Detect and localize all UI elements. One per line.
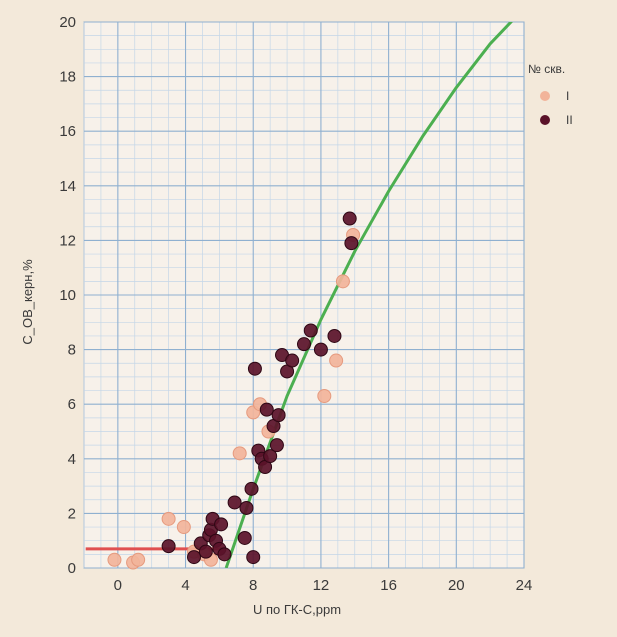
data-point-ii bbox=[259, 402, 274, 417]
data-point-ii bbox=[198, 544, 213, 559]
data-point-ii bbox=[247, 361, 262, 376]
y-axis-label: С_ОВ_керн,% bbox=[20, 259, 35, 345]
grid-major bbox=[84, 21, 525, 569]
data-point-ii bbox=[187, 550, 201, 565]
legend-marker-ii bbox=[540, 115, 550, 125]
data-point-ii bbox=[327, 328, 342, 343]
y-tick-label: 16 bbox=[59, 123, 76, 140]
x-tick-label: 4 bbox=[181, 577, 189, 594]
legend: № скв. I II bbox=[528, 62, 573, 127]
data-point-ii bbox=[303, 323, 318, 338]
y-tick-label: 18 bbox=[59, 69, 76, 86]
data-point-ii bbox=[239, 500, 254, 515]
data-point-ii bbox=[271, 408, 286, 423]
data-point-ii bbox=[313, 342, 328, 357]
data-point-ii bbox=[161, 539, 176, 554]
x-tick-label: 16 bbox=[380, 577, 397, 594]
x-tick-label: 20 bbox=[448, 577, 465, 594]
data-point-ii bbox=[217, 547, 232, 562]
data-point-i bbox=[107, 552, 122, 567]
data-point-ii bbox=[269, 438, 284, 453]
data-point-ii bbox=[285, 353, 300, 368]
data-point-i bbox=[317, 389, 332, 404]
y-tick-label: 12 bbox=[59, 232, 76, 249]
y-tick-label: 2 bbox=[68, 505, 76, 522]
data-point-ii bbox=[263, 449, 278, 464]
data-point-i bbox=[232, 446, 247, 461]
x-tick-label: 12 bbox=[313, 577, 330, 594]
legend-label-i: I bbox=[566, 89, 569, 103]
x-tick-label: 8 bbox=[249, 577, 257, 594]
data-point-i bbox=[131, 552, 146, 567]
legend-label-ii: II bbox=[566, 113, 573, 127]
data-point-i bbox=[335, 274, 350, 289]
data-point-i bbox=[176, 520, 191, 535]
data-point-ii bbox=[214, 517, 229, 532]
y-tick-label: 0 bbox=[68, 560, 76, 577]
legend-title: № скв. bbox=[528, 62, 565, 76]
legend-marker-i bbox=[540, 91, 550, 101]
data-point-i bbox=[161, 511, 176, 526]
x-axis-label: U по ГК-С,ppm bbox=[253, 602, 341, 617]
x-axis-ticks: 0 4 8 12 16 20 24 bbox=[114, 577, 533, 594]
y-tick-label: 6 bbox=[68, 396, 76, 413]
trend-line bbox=[224, 22, 514, 568]
data-point-ii bbox=[342, 211, 357, 226]
y-tick-label: 20 bbox=[59, 14, 76, 31]
data-point-i bbox=[329, 353, 344, 368]
data-point-ii bbox=[244, 481, 259, 496]
x-tick-label: 0 bbox=[114, 577, 122, 594]
data-point-ii bbox=[237, 530, 252, 545]
points-layer bbox=[107, 211, 361, 570]
data-point-ii bbox=[297, 337, 311, 352]
y-tick-label: 4 bbox=[68, 451, 76, 468]
data-point-ii bbox=[227, 495, 242, 510]
y-tick-label: 10 bbox=[59, 287, 76, 304]
y-tick-label: 14 bbox=[59, 178, 76, 195]
data-point-ii bbox=[344, 236, 359, 251]
data-point-ii bbox=[246, 550, 261, 565]
y-tick-label: 8 bbox=[68, 342, 76, 359]
y-axis-ticks: 0 2 4 6 8 10 12 14 16 18 20 bbox=[59, 14, 76, 577]
x-tick-label: 24 bbox=[516, 577, 533, 594]
